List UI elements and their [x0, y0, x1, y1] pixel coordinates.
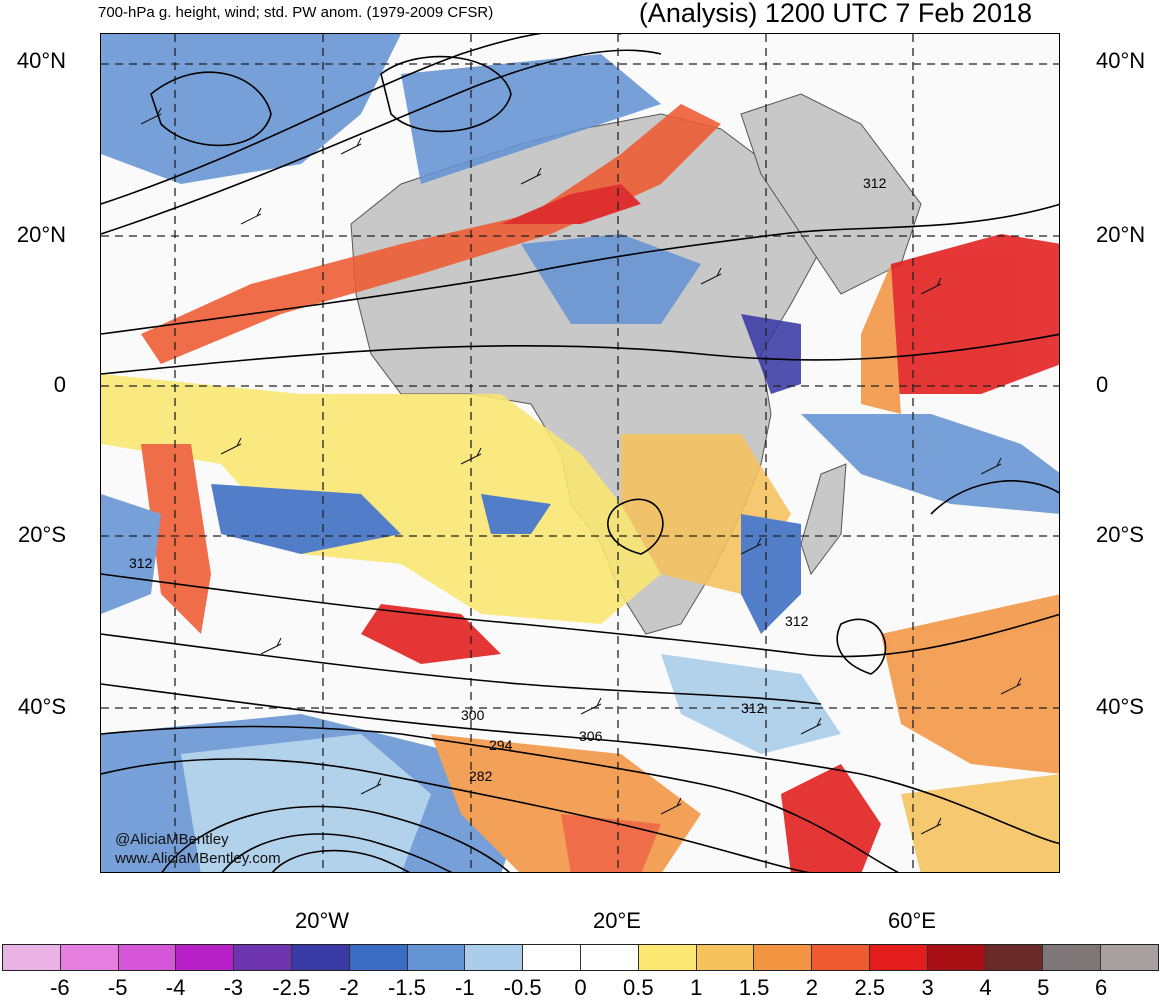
colorbar-tick-label: 0.5: [623, 975, 654, 1000]
colorbar-tick-label: -5: [107, 975, 128, 1000]
madagascar-landmass: [800, 463, 847, 576]
lat-label-20n-left: 20°N: [16, 222, 66, 247]
lat-label-40s-left: 40°S: [18, 694, 66, 719]
contour-label: 312: [785, 613, 809, 629]
pw-anomaly-shading: [101, 34, 1059, 872]
map-title-left: 700-hPa g. height, wind; std. PW anom. (…: [98, 4, 494, 21]
colorbar-cell: [1043, 945, 1102, 970]
height-contours: [101, 34, 1059, 872]
colorbar-cell: [465, 945, 524, 970]
wind-barbs: [140, 107, 1022, 835]
colorbar-tick-label: -4: [165, 975, 186, 1000]
colorbar-cell: [927, 945, 986, 970]
colorbar-tick-label: 2: [805, 975, 819, 1000]
colorbar-cell: [407, 945, 466, 970]
colorbar-tick-label: -3: [223, 975, 244, 1000]
lat-label-40s-right: 40°S: [1096, 694, 1144, 719]
graticule: [101, 34, 1059, 872]
contour-label: 300: [461, 707, 485, 723]
colorbar: [2, 944, 1159, 971]
colorbar-tick-label: 2.5: [854, 975, 886, 1000]
colorbar-tick-label: -2.5: [272, 975, 311, 1000]
colorbar-tick-label: 3: [921, 975, 934, 1000]
colorbar-tick-label: 6: [1095, 975, 1108, 1000]
contour-label: 312: [863, 175, 887, 191]
lon-label-20e: 20°E: [593, 908, 641, 933]
credit-handle: @AliciaMBentley: [115, 831, 229, 848]
colorbar-cell: [985, 945, 1044, 970]
lat-label-20s-right: 20°S: [1096, 522, 1144, 547]
colorbar-tick-label: 0: [574, 975, 587, 1000]
map-graphic: 312 312 312 312 300 294 306 282: [101, 34, 1059, 872]
contour-label: 312: [741, 700, 765, 716]
colorbar-cell: [754, 945, 813, 970]
colorbar-cell: [349, 945, 408, 970]
colorbar-tick-label: 5: [1037, 975, 1050, 1000]
credit-website: www.AliciaMBentley.com: [115, 850, 281, 867]
colorbar-cell: [118, 945, 177, 970]
lat-label-eq-left: 0: [53, 372, 66, 397]
lat-label-20n-right: 20°N: [1096, 222, 1146, 247]
lat-label-eq-right: 0: [1096, 372, 1109, 397]
colorbar-cell: [696, 945, 755, 970]
colorbar-tick-label: 1: [690, 975, 703, 1000]
lon-label-60e: 60°E: [888, 908, 936, 933]
colorbar-tick-label: 1.5: [738, 975, 770, 1000]
colorbar-cell: [523, 945, 581, 970]
colorbar-tick-label: 4: [979, 975, 992, 1000]
contour-label: 312: [129, 555, 153, 571]
colorbar-cell: [638, 945, 697, 970]
colorbar-cell: [291, 945, 350, 970]
lat-label-40n-right: 40°N: [1096, 48, 1146, 73]
colorbar-tick-label: -1.5: [387, 975, 426, 1000]
colorbar-cell: [234, 945, 292, 970]
colorbar-cell: [812, 945, 870, 970]
colorbar-tick-label: -1: [455, 975, 475, 1000]
map-panel: 312 312 312 312 300 294 306 282 @AliciaM…: [100, 33, 1060, 873]
colorbar-tick-label: -0.5: [503, 975, 542, 1000]
colorbar-cell: [60, 945, 119, 970]
lat-label-40n-left: 40°N: [16, 48, 66, 73]
lon-label-20w: 20°W: [294, 908, 350, 933]
contour-label: 306: [579, 728, 603, 744]
colorbar-cell: [1101, 945, 1158, 970]
colorbar-tick-label: -2: [339, 975, 359, 1000]
colorbar-tick-label: -6: [50, 975, 70, 1000]
colorbar-cell: [3, 945, 61, 970]
colorbar-cell: [580, 945, 639, 970]
map-title-right: (Analysis) 1200 UTC 7 Feb 2018: [638, 0, 1032, 28]
lat-label-20s-left: 20°S: [18, 522, 66, 547]
colorbar-cell: [176, 945, 235, 970]
contour-label: 294: [489, 737, 513, 753]
contour-label: 282: [469, 768, 493, 784]
colorbar-cell: [869, 945, 928, 970]
